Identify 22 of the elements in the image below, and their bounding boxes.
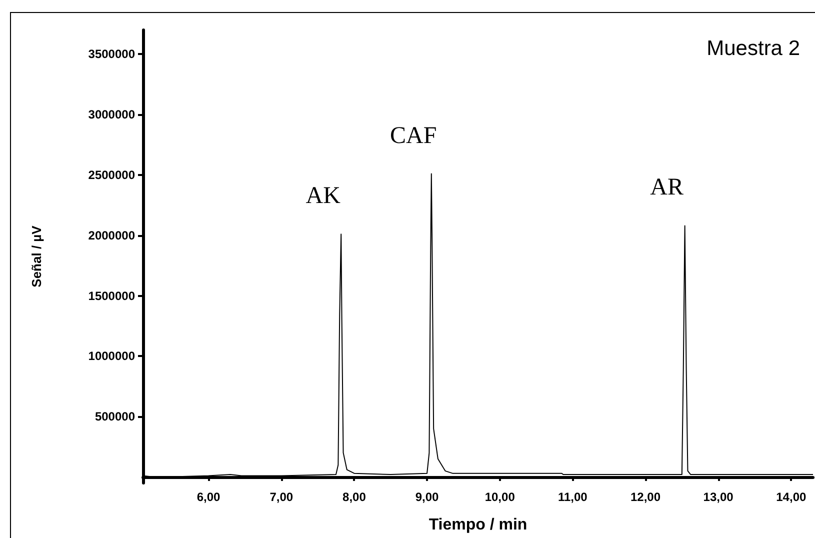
- annotation: Muestra 2: [706, 37, 800, 60]
- annotation: AK: [306, 183, 342, 210]
- y-tick-label: 1000000: [88, 349, 136, 364]
- y-axis-title: Señal / µV: [29, 225, 44, 288]
- y-tick-label: 1500000: [88, 288, 136, 303]
- x-tick-label: 12,00: [630, 490, 661, 504]
- y-tick-label: 500000: [94, 410, 136, 424]
- y-tick-label: 3000000: [88, 108, 136, 122]
- y-tick-label: 3500000: [88, 47, 136, 62]
- annotation: CAF: [390, 122, 437, 149]
- x-axis-title: Tiempo / min: [428, 516, 528, 534]
- x-tick-label: 11,00: [558, 490, 588, 504]
- x-tick-label: 10,00: [484, 490, 516, 504]
- x-tick-label: 9,00: [415, 490, 440, 504]
- y-tick-label: 2000000: [88, 228, 136, 242]
- x-tick-label: 14,00: [776, 490, 806, 504]
- annotation: AR: [650, 174, 684, 201]
- x-tick-label: 8,00: [342, 490, 366, 504]
- x-tick-label: 7,00: [270, 490, 294, 504]
- x-tick-label: 6,00: [196, 490, 221, 504]
- y-tick-label: 2500000: [88, 168, 136, 182]
- x-tick-label: 13,00: [703, 490, 734, 504]
